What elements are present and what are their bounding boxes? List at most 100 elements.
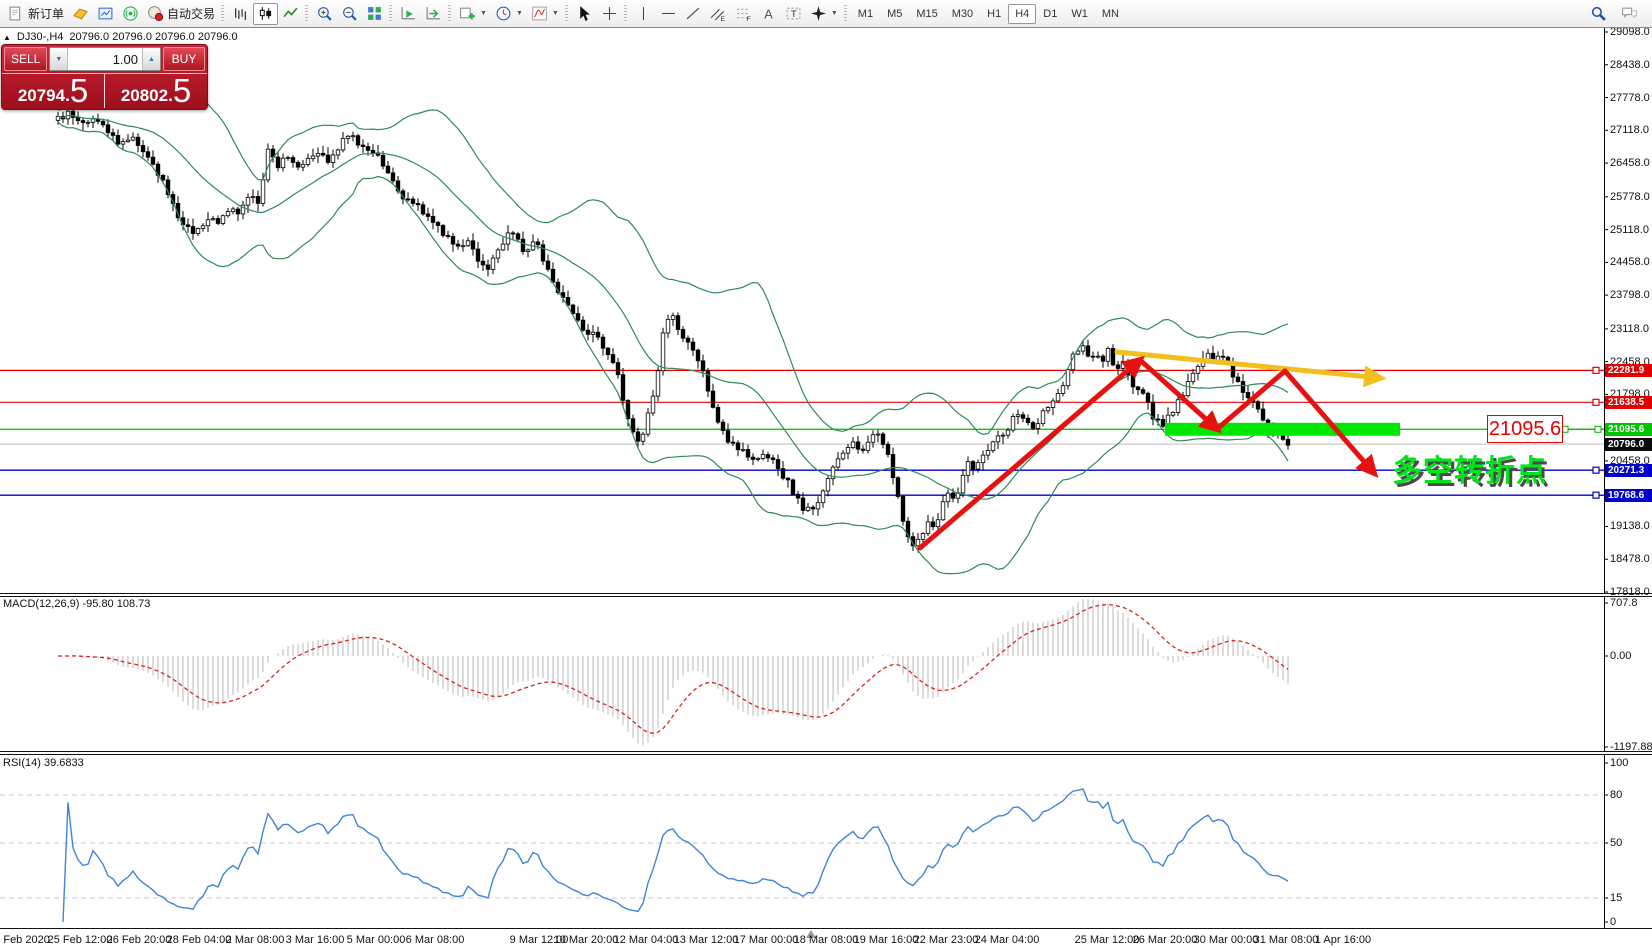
time-axis-label[interactable]: 10 Mar 20:00: [553, 934, 619, 946]
support-zone-bar[interactable]: [1165, 422, 1400, 436]
community-button[interactable]: [1617, 3, 1642, 25]
time-axis-label[interactable]: 17 Mar 00:00: [733, 934, 799, 946]
bid-main: 20794: [17, 86, 66, 105]
chart-scroll-marker[interactable]: [806, 930, 816, 938]
time-axis-label[interactable]: 5 Mar 00:00: [346, 934, 406, 946]
time-axis-label[interactable]: 19 Mar 16:00: [853, 934, 919, 946]
cursor-button[interactable]: [572, 3, 597, 25]
time-axis-label[interactable]: 4 Feb 2020: [0, 934, 50, 946]
chevron-down-icon: ▼: [515, 10, 523, 17]
volume-decrease-button[interactable]: ▼: [50, 48, 69, 70]
market-watch-button[interactable]: [68, 3, 93, 25]
time-axis-label[interactable]: 22 Mar 23:00: [913, 934, 979, 946]
collapse-triangle-icon[interactable]: ▲: [3, 32, 11, 42]
price-axis-border[interactable]: [1604, 28, 1605, 928]
macd-pane: [57, 599, 1289, 746]
periods-button[interactable]: ▼: [491, 3, 527, 25]
toolbar-group-chart-type: [228, 2, 303, 26]
pane-separator-macd[interactable]: [0, 593, 1652, 597]
time-axis-label[interactable]: 12 Mar 04:00: [613, 934, 679, 946]
rsi-axis-label: 80: [1610, 789, 1623, 801]
pane-separator-rsi[interactable]: [0, 751, 1652, 755]
zoom-in-icon: [316, 5, 333, 22]
time-axis-label[interactable]: 25 Feb 12:00: [47, 934, 113, 946]
crosshair-button[interactable]: [597, 3, 622, 25]
indicators-button[interactable]: ▼: [527, 3, 563, 25]
level-end-marker[interactable]: [1592, 466, 1600, 474]
bollinger-lower-band: [57, 121, 1289, 575]
time-axis-label[interactable]: 13 Mar 12:00: [673, 934, 739, 946]
bollinger-middle-band: [57, 114, 1289, 500]
time-axis-label[interactable]: 24 Mar 04:00: [974, 934, 1040, 946]
volume-increase-button[interactable]: ▲: [142, 48, 160, 70]
tf-m1-button[interactable]: M1: [851, 4, 880, 24]
red-zigzag-annotation[interactable]: [917, 355, 1379, 551]
time-axis-label[interactable]: 18 Mar 08:00: [793, 934, 859, 946]
bar-chart-button[interactable]: [228, 3, 253, 25]
tf-w1-button[interactable]: W1: [1064, 4, 1095, 24]
toolbar-grip: [564, 4, 568, 23]
time-axis-label[interactable]: 1 Apr 16:00: [1314, 934, 1372, 946]
tf-d1-button[interactable]: D1: [1036, 4, 1064, 24]
level-end-marker[interactable]: [1592, 398, 1600, 406]
time-axis-label[interactable]: 28 Feb 04:00: [166, 934, 232, 946]
time-axis-label[interactable]: 30 Mar 00:00: [1193, 934, 1259, 946]
tf-h4-button[interactable]: H4: [1008, 3, 1037, 24]
candlestick-chart-button[interactable]: [253, 2, 279, 25]
arrows-button[interactable]: ▼: [806, 3, 842, 25]
cursor-icon: [576, 5, 593, 22]
rsi-line: [62, 788, 1289, 923]
tf-m30-button[interactable]: M30: [945, 4, 980, 24]
level-end-marker[interactable]: [1592, 366, 1600, 374]
bar-chart-icon: [232, 5, 249, 22]
fibonacci-button[interactable]: F: [731, 3, 756, 25]
time-axis-label[interactable]: 26 Feb 20:00: [106, 934, 172, 946]
zoom-out-button[interactable]: [337, 3, 362, 25]
zoom-in-button[interactable]: [312, 3, 337, 25]
time-axis-label[interactable]: 6 Mar 08:00: [405, 934, 465, 946]
vertical-line-button[interactable]: [631, 3, 656, 25]
price-callout-label[interactable]: 21095.6: [1487, 415, 1563, 443]
autotrading-button[interactable]: 自动交易: [143, 3, 219, 25]
chart-shift-button[interactable]: [421, 3, 446, 25]
level-end-marker[interactable]: [1592, 491, 1600, 499]
tf-mn-button[interactable]: MN: [1095, 4, 1126, 24]
time-axis-label[interactable]: 25 Mar 12:00: [1074, 934, 1140, 946]
clock-icon: [495, 5, 512, 22]
toolbar-group-scroll: [396, 2, 446, 26]
time-axis-label[interactable]: 9 Mar 12:00: [509, 934, 569, 946]
time-axis-label[interactable]: 26 Mar 20:00: [1132, 934, 1198, 946]
data-window-button[interactable]: [93, 3, 118, 25]
time-axis-label[interactable]: 3 Mar 16:00: [285, 934, 345, 946]
new-order-button[interactable]: 新订单: [4, 3, 68, 25]
line-chart-icon: [282, 5, 299, 22]
line-chart-button[interactable]: [278, 3, 303, 25]
new-chart-button[interactable]: ▼: [455, 3, 491, 25]
horizontal-line-icon: [660, 5, 677, 22]
symbol-name: DJ30-,H4: [16, 31, 64, 43]
buy-button[interactable]: BUY: [163, 47, 205, 71]
tile-windows-button[interactable]: [362, 3, 387, 25]
navigator-button[interactable]: [118, 3, 143, 25]
trendline-button[interactable]: [681, 3, 706, 25]
volume-input[interactable]: [68, 48, 142, 70]
tf-m15-button[interactable]: M15: [909, 4, 944, 24]
sell-button[interactable]: SELL: [4, 47, 48, 71]
channel-button[interactable]: E: [706, 3, 731, 25]
time-axis-label[interactable]: 31 Mar 08:00: [1253, 934, 1319, 946]
text-label-button[interactable]: T: [781, 3, 806, 25]
annotation-text-cn[interactable]: 多空转折点: [1392, 455, 1547, 488]
tf-m5-button[interactable]: M5: [880, 4, 909, 24]
time-axis-label[interactable]: 2 Mar 08:00: [225, 934, 285, 946]
horizontal-line-button[interactable]: [656, 3, 681, 25]
zoom-out-icon: [341, 5, 358, 22]
text-button[interactable]: A: [756, 3, 781, 25]
yellow-trend-arrow[interactable]: [1114, 349, 1387, 388]
callout-anchor-square: [1594, 425, 1602, 433]
fibonacci-icon: F: [735, 5, 752, 22]
chart-shift-icon: [425, 5, 442, 22]
tf-h1-button[interactable]: H1: [980, 4, 1008, 24]
auto-scroll-button[interactable]: [396, 3, 421, 25]
search-button[interactable]: [1586, 3, 1611, 25]
